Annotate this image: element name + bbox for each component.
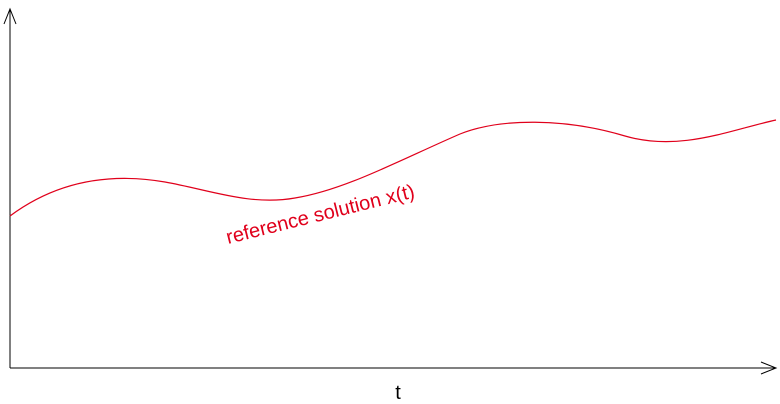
y-axis-arrow-icon xyxy=(3,7,17,25)
reference-curve xyxy=(9,119,777,217)
x-axis-label: t xyxy=(395,382,401,404)
x-axis-arrow-icon xyxy=(760,361,778,375)
curve-label: reference solution x(t) xyxy=(224,181,417,249)
